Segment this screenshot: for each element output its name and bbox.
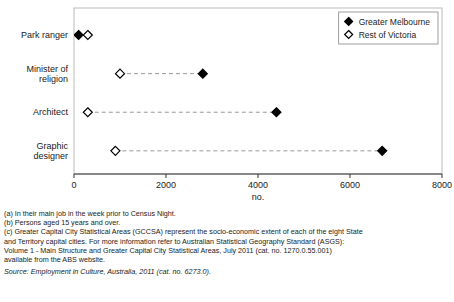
footnotes: (a) In their main job in the week prior … bbox=[4, 209, 363, 276]
y-tick-label-line: designer bbox=[33, 151, 68, 161]
legend-marker bbox=[345, 31, 353, 39]
plot-frame bbox=[74, 8, 442, 174]
marks bbox=[74, 31, 387, 156]
legend-marker bbox=[345, 18, 353, 26]
series-0 bbox=[74, 31, 387, 156]
y-tick-label: Graphicdesigner bbox=[33, 141, 68, 161]
y-tick-label: Minister ofreligion bbox=[26, 64, 68, 84]
x-axis-label: no. bbox=[252, 192, 265, 202]
point bbox=[83, 31, 92, 40]
x-tick bbox=[166, 174, 167, 178]
y-tick-label-line: religion bbox=[39, 74, 68, 84]
point bbox=[116, 69, 125, 78]
point bbox=[198, 69, 207, 78]
y-tick-label-line: Park ranger bbox=[21, 30, 68, 40]
x-tick bbox=[258, 174, 259, 178]
footnote: (c) Greater Capital City Statistical Are… bbox=[4, 227, 363, 236]
x-tick bbox=[74, 174, 75, 178]
point bbox=[83, 108, 92, 117]
x-tick-label: 4000 bbox=[248, 180, 268, 190]
point bbox=[378, 146, 387, 155]
footnote: available from the ABS website. bbox=[4, 255, 105, 264]
y-tick-label-line: Graphic bbox=[36, 141, 68, 151]
x-tick-label: 8000 bbox=[432, 180, 452, 190]
y-tick-labels: Park ranger Minister ofreligion Architect G… bbox=[21, 30, 69, 161]
source: Source: Employment in Culture, Australia… bbox=[4, 267, 211, 276]
y-tick-label: Architect bbox=[33, 107, 69, 117]
x-tick-label: 6000 bbox=[340, 180, 360, 190]
x-tick bbox=[442, 174, 443, 178]
y-tick-label-line: Architect bbox=[33, 107, 69, 117]
connector bbox=[120, 73, 203, 74]
y-tick-label: Park ranger bbox=[21, 30, 68, 40]
point bbox=[111, 146, 120, 155]
footnote: (a) In their main job in the week prior … bbox=[4, 209, 176, 218]
footnote: Volume 1 - Main Structure and Greater Ca… bbox=[4, 246, 332, 255]
legend-label: Greater Melbourne bbox=[359, 17, 431, 27]
connector bbox=[88, 112, 277, 113]
footnote: (b) Persons aged 15 years and over. bbox=[4, 218, 120, 227]
x-ticks: 0 2000 4000 6000 8000 bbox=[71, 174, 452, 190]
x-tick bbox=[350, 174, 351, 178]
x-tick-label: 0 bbox=[71, 180, 76, 190]
series-1 bbox=[83, 31, 124, 156]
y-tick-label-line: Minister of bbox=[26, 64, 68, 74]
x-tick-label: 2000 bbox=[156, 180, 176, 190]
point bbox=[272, 108, 281, 117]
legend-frame bbox=[339, 12, 438, 44]
chart: 0 2000 4000 6000 8000 no. Park ranger Minister … bbox=[0, 0, 454, 302]
legend-label: Rest of Victoria bbox=[359, 30, 417, 40]
footnote: and Territory capital cities. For more i… bbox=[4, 237, 344, 246]
connector bbox=[115, 150, 382, 151]
legend: Greater Melbourne Rest of Victoria bbox=[339, 12, 438, 44]
point bbox=[74, 31, 83, 40]
